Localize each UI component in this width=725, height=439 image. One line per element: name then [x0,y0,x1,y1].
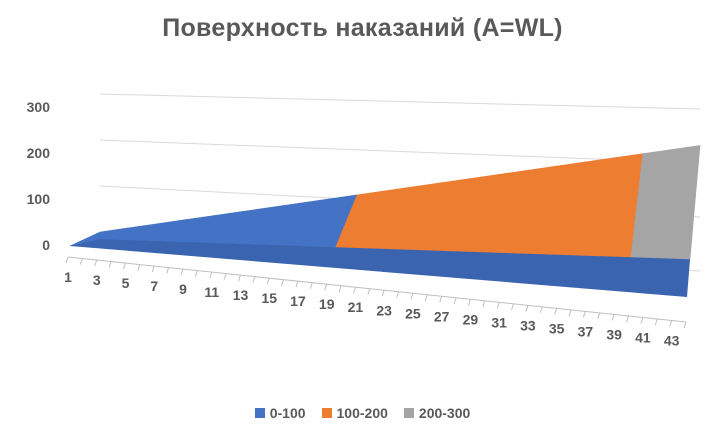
surface-front-face [70,239,690,297]
x-tick [309,282,313,289]
x-tick [79,258,83,265]
x-tick-label: 29 [463,311,479,327]
x-tick-label: 17 [290,293,306,309]
gridline-300 [99,93,701,110]
x-tick [123,262,126,270]
x-tick [252,276,256,283]
x-tick [597,312,601,320]
y-tick-label: 300 [27,99,51,115]
x-tick-label: 11 [204,284,219,300]
x-tick [396,291,400,298]
x-tick-label: 43 [664,332,680,348]
y-tick-label: 0 [42,237,50,253]
x-tick [511,303,515,311]
x-tick [525,305,529,312]
legend-label-100-200: 100-200 [336,405,388,421]
x-tick [626,315,629,323]
x-tick [237,274,241,282]
x-tick [554,308,558,315]
x-tick [194,270,198,277]
x-tick-label: 31 [491,314,507,330]
x-tick-label: 37 [578,323,594,339]
legend-item-200-300[interactable]: 200-300 [403,405,471,421]
x-tick-label: 1 [64,269,72,285]
x-tick [640,317,644,324]
legend: 0-100 100-200 200-300 [0,405,725,421]
x-tick [180,268,184,276]
x-tick [424,294,428,301]
x-tick [496,302,500,309]
x-tick-label: 23 [376,302,392,318]
y-tick-label: 200 [27,145,51,161]
legend-swatch-200-300 [403,408,414,418]
x-tick [295,281,299,288]
gridline-200 [99,139,701,164]
x-tick [367,288,371,295]
x-tick [410,293,414,300]
surface [69,145,701,297]
x-tick [352,287,356,294]
x-tick [669,320,673,327]
x-tick [467,299,471,306]
x-tick [281,279,285,286]
x-tick [582,311,586,318]
x-tick [65,256,69,264]
x-tick-label: 27 [434,308,450,324]
x-tick-label: 7 [150,278,158,294]
legend-item-100-200[interactable]: 100-200 [321,405,388,421]
x-tick-label: 13 [233,287,249,303]
legend-label-200-300: 200-300 [418,405,471,421]
x-tick [166,267,170,274]
x-tick [539,306,543,314]
x-tick-label: 5 [122,275,130,291]
x-tick [209,271,213,279]
x-tick [482,300,486,307]
x-tick-label: 25 [405,305,421,321]
x-tick [108,261,112,268]
x-tick [324,284,328,291]
legend-item-0-100[interactable]: 0-100 [254,405,306,421]
x-tick [453,297,457,304]
x-tick-label: 39 [606,326,622,342]
x-tick [151,265,155,273]
y-tick-label: 100 [27,191,51,207]
x-tick [338,285,342,292]
x-tick-label: 33 [520,317,536,333]
x-tick [137,264,141,271]
x-tick-label: 21 [348,299,364,315]
x-tick-label: 41 [635,329,651,345]
x-tick-label: 35 [549,320,565,336]
x-tick [223,273,227,280]
x-tick [568,309,572,317]
x-tick [654,318,658,326]
x-tick [683,321,687,329]
x-tick [94,259,98,267]
legend-swatch-100-200 [321,408,332,418]
x-tick [439,296,443,303]
x-axis-line [67,256,687,323]
x-tick [611,314,615,321]
x-tick-label: 15 [261,290,277,306]
legend-swatch-0-100 [254,408,265,418]
x-tick-label: 3 [93,272,101,288]
x-tick [266,278,270,285]
chart-title: Поверхность наказаний (A=WL) [162,14,563,42]
legend-label-0-100: 0-100 [269,405,306,421]
x-tick-label: 9 [179,281,187,297]
x-tick-label: 19 [319,296,335,312]
x-tick [381,290,385,297]
